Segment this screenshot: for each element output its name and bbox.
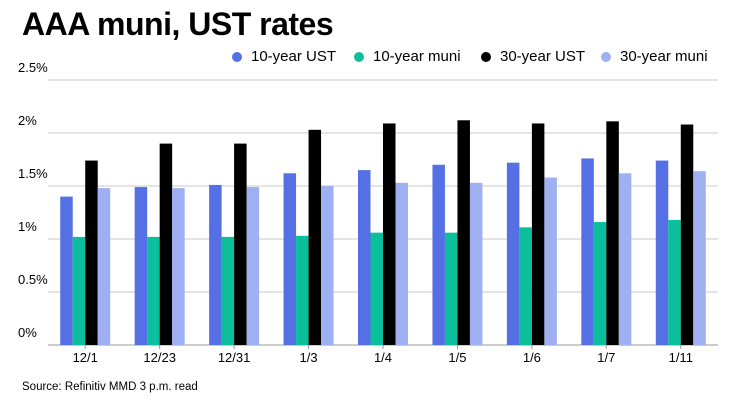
bar xyxy=(655,160,669,345)
x-tick-label: 12/23 xyxy=(143,350,176,365)
bar xyxy=(97,188,111,345)
bar xyxy=(581,158,594,345)
bar xyxy=(506,162,520,345)
y-tick-label: 0.5% xyxy=(18,272,48,287)
legend-swatch-10yr-muni-icon xyxy=(354,51,364,62)
bar xyxy=(606,121,619,345)
bar xyxy=(85,160,98,345)
chart-legend: 10-year UST 10-year muni 30-year UST 30-… xyxy=(232,48,732,72)
x-tick-label: 1/6 xyxy=(523,350,541,365)
bar xyxy=(693,171,706,345)
bar xyxy=(370,232,383,345)
legend-label: 30-year muni xyxy=(620,48,708,65)
bar xyxy=(321,186,334,345)
bar xyxy=(221,236,235,345)
legend-item-10yr-ust: 10-year UST xyxy=(232,48,336,65)
source-note: Source: Refinitiv MMD 3 p.m. read xyxy=(22,381,198,393)
legend-swatch-10yr-ust-icon xyxy=(232,51,242,62)
x-tick-label: 12/31 xyxy=(218,350,251,365)
bar xyxy=(209,184,222,345)
bar xyxy=(296,235,309,345)
legend-swatch-30yr-muni-icon xyxy=(601,51,611,62)
legend-label: 10-year muni xyxy=(373,48,461,65)
x-tick-label: 1/3 xyxy=(300,350,318,365)
bar xyxy=(457,120,470,345)
y-tick-label: 1.5% xyxy=(18,166,48,181)
bar xyxy=(358,170,371,345)
bar xyxy=(432,164,445,345)
bar xyxy=(159,143,173,345)
x-tick-label: 1/11 xyxy=(669,350,693,365)
y-tick-label: 1% xyxy=(18,219,37,234)
bar xyxy=(444,232,458,345)
bar xyxy=(544,177,557,345)
legend-item-30yr-muni: 30-year muni xyxy=(601,48,708,65)
bar xyxy=(618,173,632,345)
x-tick-label: 1/4 xyxy=(374,350,392,365)
bar xyxy=(147,236,160,345)
bar xyxy=(680,124,694,346)
bar xyxy=(246,187,260,345)
bar xyxy=(469,182,483,345)
bar xyxy=(383,123,396,346)
bar xyxy=(308,129,322,345)
legend-label: 30-year UST xyxy=(500,48,586,65)
bar xyxy=(134,187,148,345)
y-tick-label: 0% xyxy=(18,325,37,340)
bar xyxy=(668,219,681,345)
legend-swatch-30yr-ust-icon xyxy=(481,51,491,62)
legend-item-30yr-ust: 30-year UST xyxy=(481,48,585,65)
x-tick-label: 1/5 xyxy=(448,350,466,365)
bar xyxy=(283,173,297,345)
bar xyxy=(72,236,86,345)
y-tick-label: 2% xyxy=(18,113,37,128)
bar xyxy=(60,196,73,345)
chart-title: AAA muni, UST rates xyxy=(22,6,334,42)
legend-label: 10-year UST xyxy=(251,48,337,65)
bar xyxy=(395,182,408,345)
y-tick-label: 2.5% xyxy=(18,60,48,75)
bar xyxy=(531,123,545,346)
bar xyxy=(234,143,247,345)
legend-item-10yr-muni: 10-year muni xyxy=(354,48,461,65)
bar xyxy=(172,188,185,345)
x-tick-label: 1/7 xyxy=(597,350,615,365)
bar xyxy=(519,227,532,345)
bar xyxy=(593,222,607,345)
x-tick-label: 12/1 xyxy=(73,350,98,365)
